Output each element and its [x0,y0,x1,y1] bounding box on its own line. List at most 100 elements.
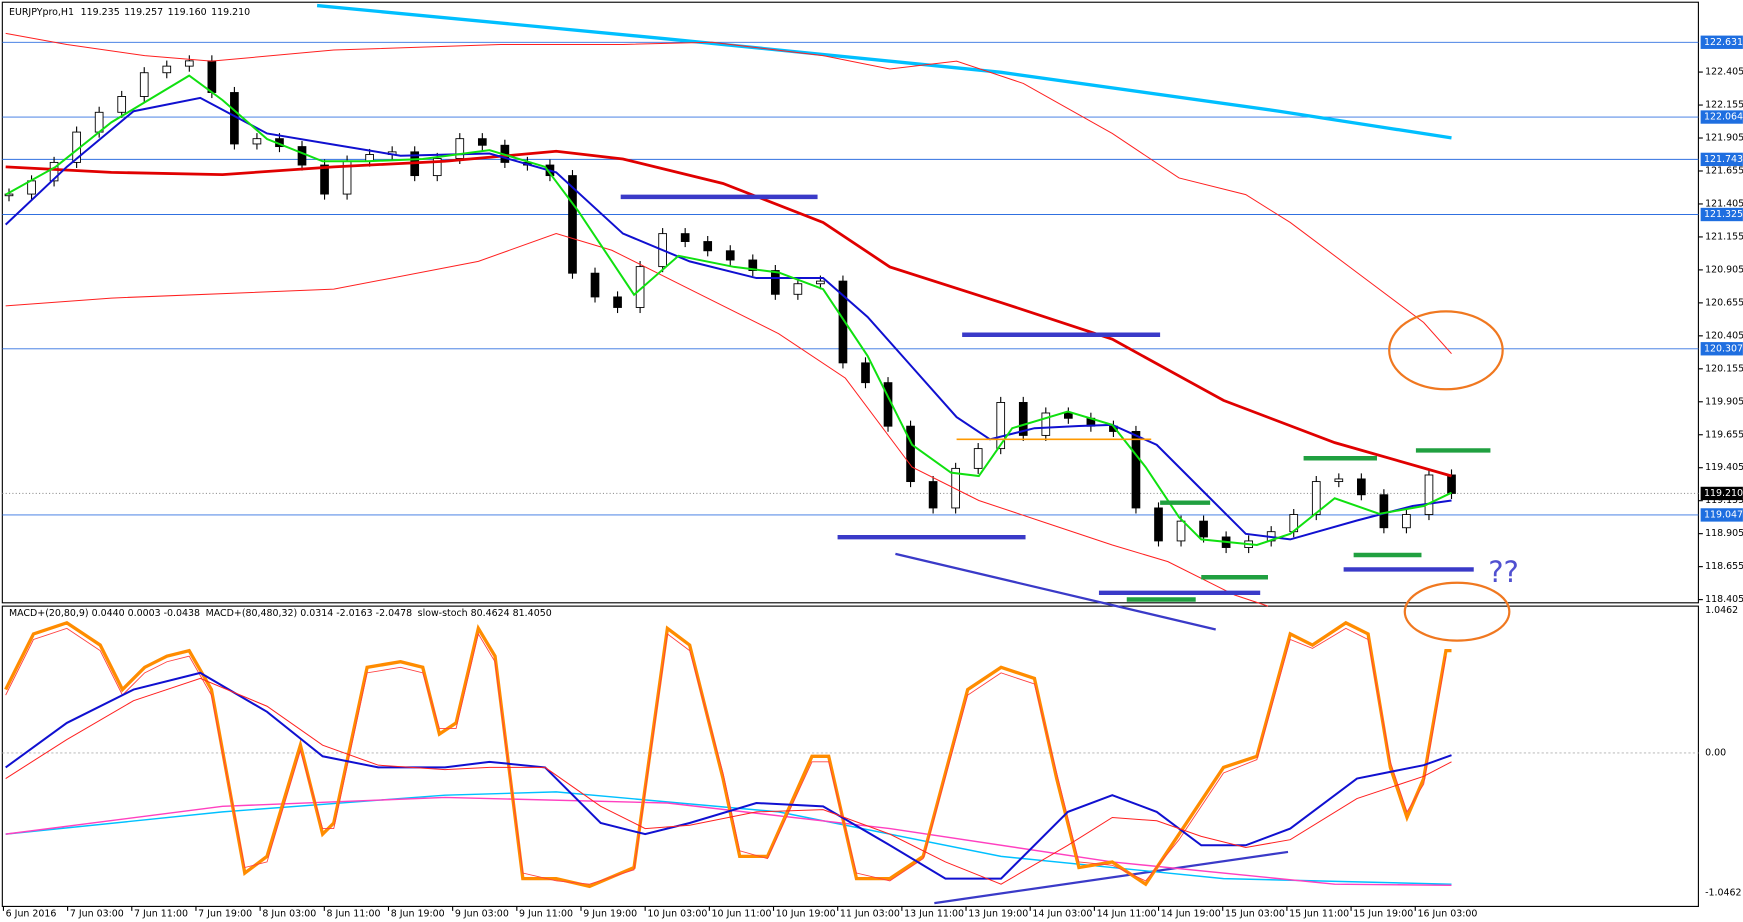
candle [207,60,217,93]
candle [1041,412,1051,436]
close: 119.210 [211,7,250,18]
trend-line [895,552,1216,631]
level-box [1700,110,1743,124]
high: 119.257 [124,7,163,18]
candle [861,362,870,384]
price-label: 120.405 [1705,330,1743,341]
mid-ma [4,96,1452,541]
candle [1379,494,1389,529]
candle [297,146,307,166]
level-box [1700,35,1743,49]
candle [906,425,915,483]
price-label: 118.905 [1705,528,1743,539]
price-label: 122.405 [1705,67,1743,78]
candle [793,283,803,295]
candle [838,280,848,364]
price-label: 121.655 [1705,165,1743,176]
candle [1154,507,1163,542]
candle [117,96,127,113]
candle [1357,478,1366,496]
price-label: 121.905 [1705,133,1743,144]
time-label: 9 Jun 03:00 [455,909,509,920]
time-label: 9 Jun 19:00 [583,909,637,920]
time-label: 13 Jun 19:00 [968,909,1028,920]
time-label: 14 Jun 03:00 [1032,909,1092,920]
level-box [1700,152,1743,167]
candle [1334,478,1344,483]
candle [770,270,780,295]
time-label: 14 Jun 11:00 [1097,909,1157,920]
current-box [1700,486,1743,501]
candle [1131,431,1141,509]
candle [1199,520,1208,538]
trend-line [934,850,1289,905]
fast-ma [5,74,1452,546]
level-label: 122.064 [1704,112,1743,123]
slow-ma [5,149,1452,478]
macd-fast-signal [5,677,1452,885]
candle [1018,401,1028,436]
macd-fast [5,671,1452,880]
price-label: 119.405 [1705,462,1743,473]
open: 119.235 [81,7,120,18]
time-label: 13 Jun 11:00 [904,909,964,920]
time-label: 11 Jun 03:00 [840,909,900,920]
drawings [620,194,1511,905]
level-label: 122.631 [1704,37,1743,48]
time-label: 8 Jun 19:00 [391,909,445,920]
stoch-label: slow-stoch 80.4624 81.4050 [418,607,552,618]
candle [568,175,577,274]
price-label: 120.905 [1705,264,1743,275]
stoch-signal [5,627,1447,885]
candle [613,296,622,308]
macd-label: -1.0462 [1705,888,1741,899]
price-label: 118.405 [1705,594,1743,605]
time-label: 8 Jun 11:00 [327,909,381,920]
time-label: 10 Jun 19:00 [776,909,836,920]
price-label: 121.155 [1705,231,1743,242]
level-label: 120.307 [1704,343,1743,354]
candle [996,401,1006,450]
macd-fast-label: MACD+(20,80,9) 0.0440 0.0003 -0.0438 [9,607,200,618]
candle [184,60,194,67]
candle [4,193,14,197]
candle [1064,412,1073,419]
level-box [1700,207,1743,222]
highlight-circle [1403,581,1511,642]
time-label: 15 Jun 11:00 [1289,909,1349,920]
indicator-header: MACD+(20,80,9) 0.0440 0.0003 -0.0438 MACD… [9,607,552,618]
candle [748,259,758,272]
candle [951,467,960,509]
time-label: 15 Jun 03:00 [1225,909,1285,920]
candle [477,138,487,146]
candle [320,164,329,195]
time-label: 10 Jun 03:00 [647,909,707,920]
time-label: 16 Jun 03:00 [1417,909,1477,920]
candle [928,481,938,509]
candle [1176,520,1186,542]
level-label: 121.325 [1704,209,1743,220]
candle [816,280,825,285]
candle [1311,481,1321,515]
candle [162,65,172,74]
candle [49,161,59,182]
time-label: 7 Jun 19:00 [198,909,252,920]
time-label: 6 Jun 2016 [6,909,57,920]
indicator-panel [1,605,1699,907]
candle [1402,514,1411,529]
price-label: 121.405 [1705,198,1743,209]
price-label: 119.905 [1705,396,1743,407]
candle [590,272,600,298]
level-label: 121.743 [1704,154,1743,165]
time-label: 10 Jun 11:00 [712,909,772,920]
price-label: 120.655 [1705,297,1743,308]
candle [139,72,149,97]
candle [1424,474,1434,515]
long-ma [316,3,1452,140]
symbol: EURJPYpro,H1 [9,7,74,18]
macd-slow-signal [5,796,1452,887]
price-label: 118.655 [1705,561,1743,572]
